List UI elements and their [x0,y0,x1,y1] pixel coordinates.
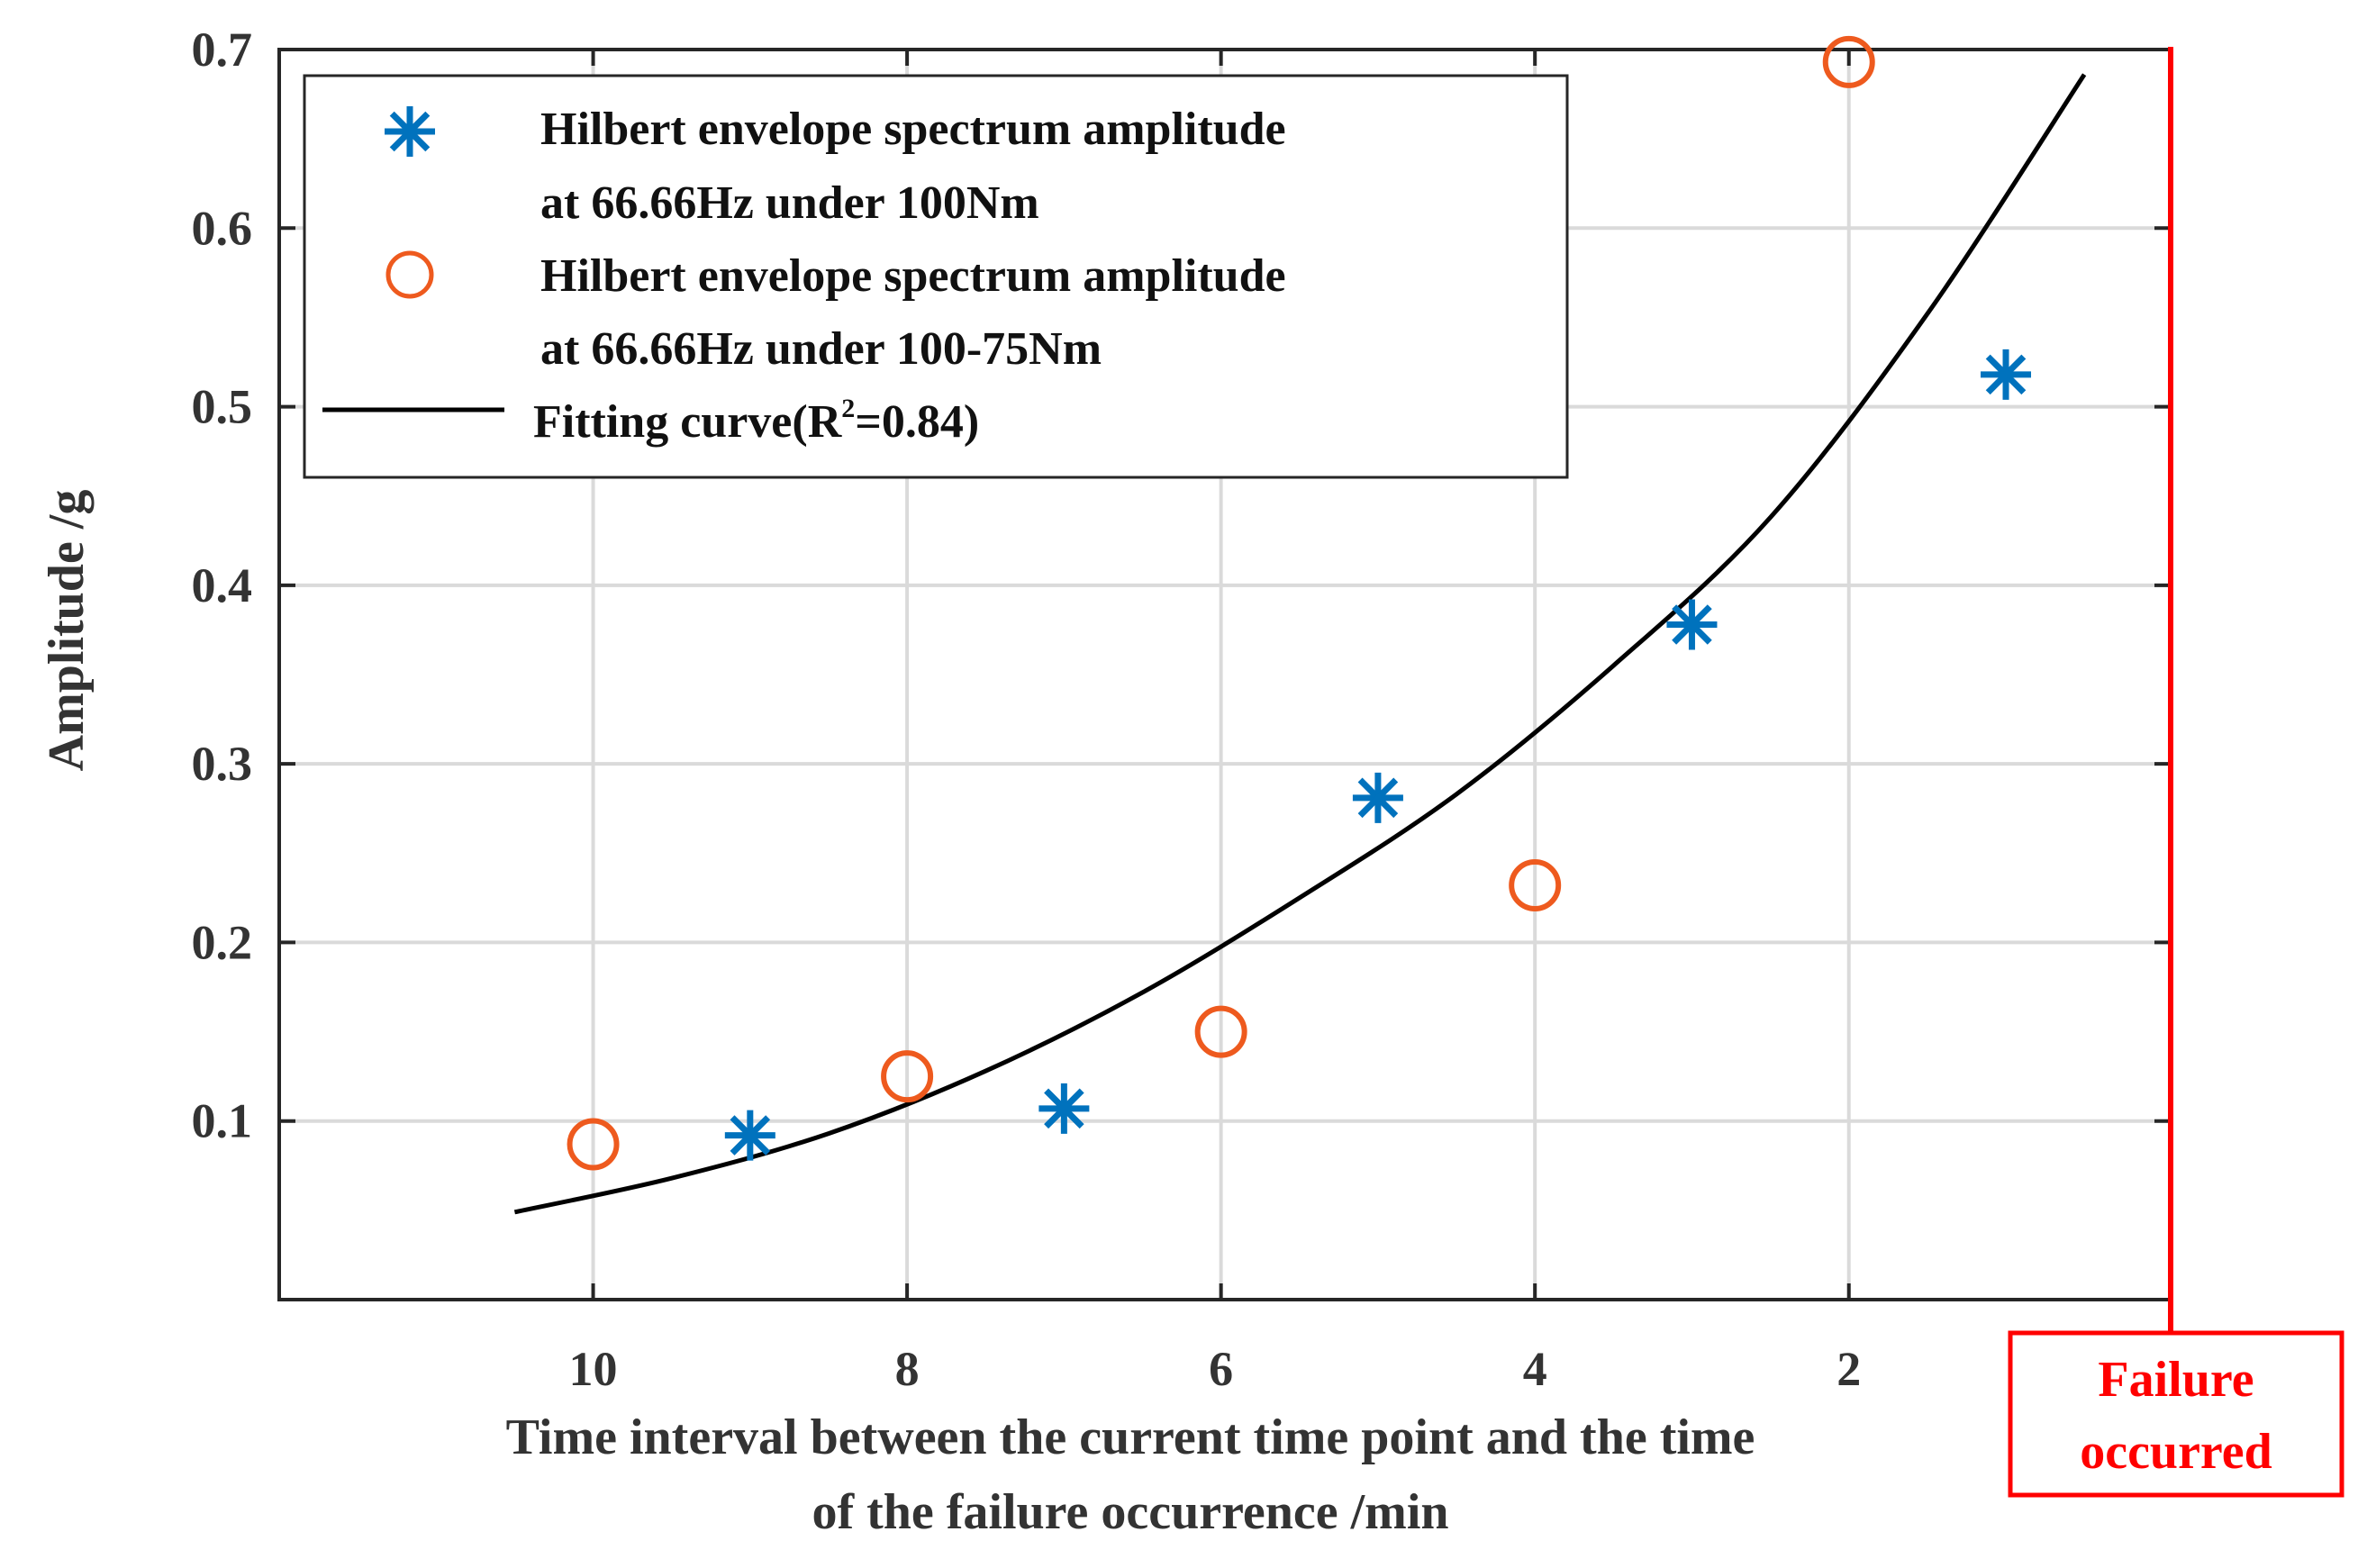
asterisk-point [1038,1083,1090,1134]
circle-point [881,1050,934,1103]
circle-point [1509,858,1562,911]
y-tick-label: 0.3 [192,737,253,791]
failure-label-box: Failure occurred [2008,1330,2344,1498]
legend-series2-line1: Hilbert envelope spectrum amplitude [540,250,1286,302]
y-tick-label: 0.7 [192,23,253,77]
failure-box-frame [2008,1330,2344,1498]
asterisk-stroke [1672,604,1712,645]
failure-label-line1: Failure [2098,1352,2254,1408]
y-tick-label: 0.5 [192,380,253,434]
y-tick-label: 0.2 [192,915,253,969]
asterisk-stroke [1985,354,2027,395]
asterisk-point [1352,772,1403,823]
legend-series2-line2: at 66.66Hz under 100-75Nm [540,323,1102,375]
circle-point [567,1118,620,1171]
legend-asterisk-marker [385,106,435,157]
legend-circle-marker [385,250,434,299]
asterisk-stroke [389,111,431,152]
legend: Hilbert envelope spectrum amplitude at 6… [303,74,1569,479]
fit-curve-group [513,73,2087,1215]
asterisk-stroke [1044,1088,1084,1129]
circle-point [1822,35,1875,88]
asterisk-stroke [730,1115,771,1156]
x-axis-label-line1: Time interval between the current time p… [506,1409,1755,1465]
asterisk-point [724,1110,775,1161]
y-tick-label: 0.6 [192,201,253,255]
y-tick-label: 0.1 [192,1094,253,1148]
x-tick-label: 4 [1523,1342,1547,1396]
legend-asterisk [385,106,435,157]
y-axis-label: Amplitude /g [39,490,95,772]
x-tick-label: 6 [1209,1342,1233,1396]
asterisk-point [1981,349,2032,400]
x-axis-label-line2: of the failure occurrence /min [812,1484,1448,1540]
fit-curve [513,73,2087,1215]
circle-point [1194,1005,1247,1058]
x-tick-label: 8 [895,1342,920,1396]
legend-series1-line1: Hilbert envelope spectrum amplitude [540,104,1286,155]
failure-label-line2: occurred [2080,1424,2272,1480]
data-points [567,35,2032,1171]
legend-fit-label: Fitting curve(R2=0.84) [533,394,979,448]
x-tick-label: 10 [569,1342,618,1396]
legend-box [303,74,1569,479]
axis-ticks: 10 8 6 4 2 0.1 0.2 0.3 0.4 0.5 0.6 0.7 [192,23,2171,1396]
asterisk-point [1666,599,1718,650]
legend-series1-line2: at 66.66Hz under 100Nm [540,177,1039,229]
x-tick-label: 2 [1836,1342,1861,1396]
asterisk-stroke [1357,777,1399,819]
y-tick-label: 0.4 [192,558,253,612]
